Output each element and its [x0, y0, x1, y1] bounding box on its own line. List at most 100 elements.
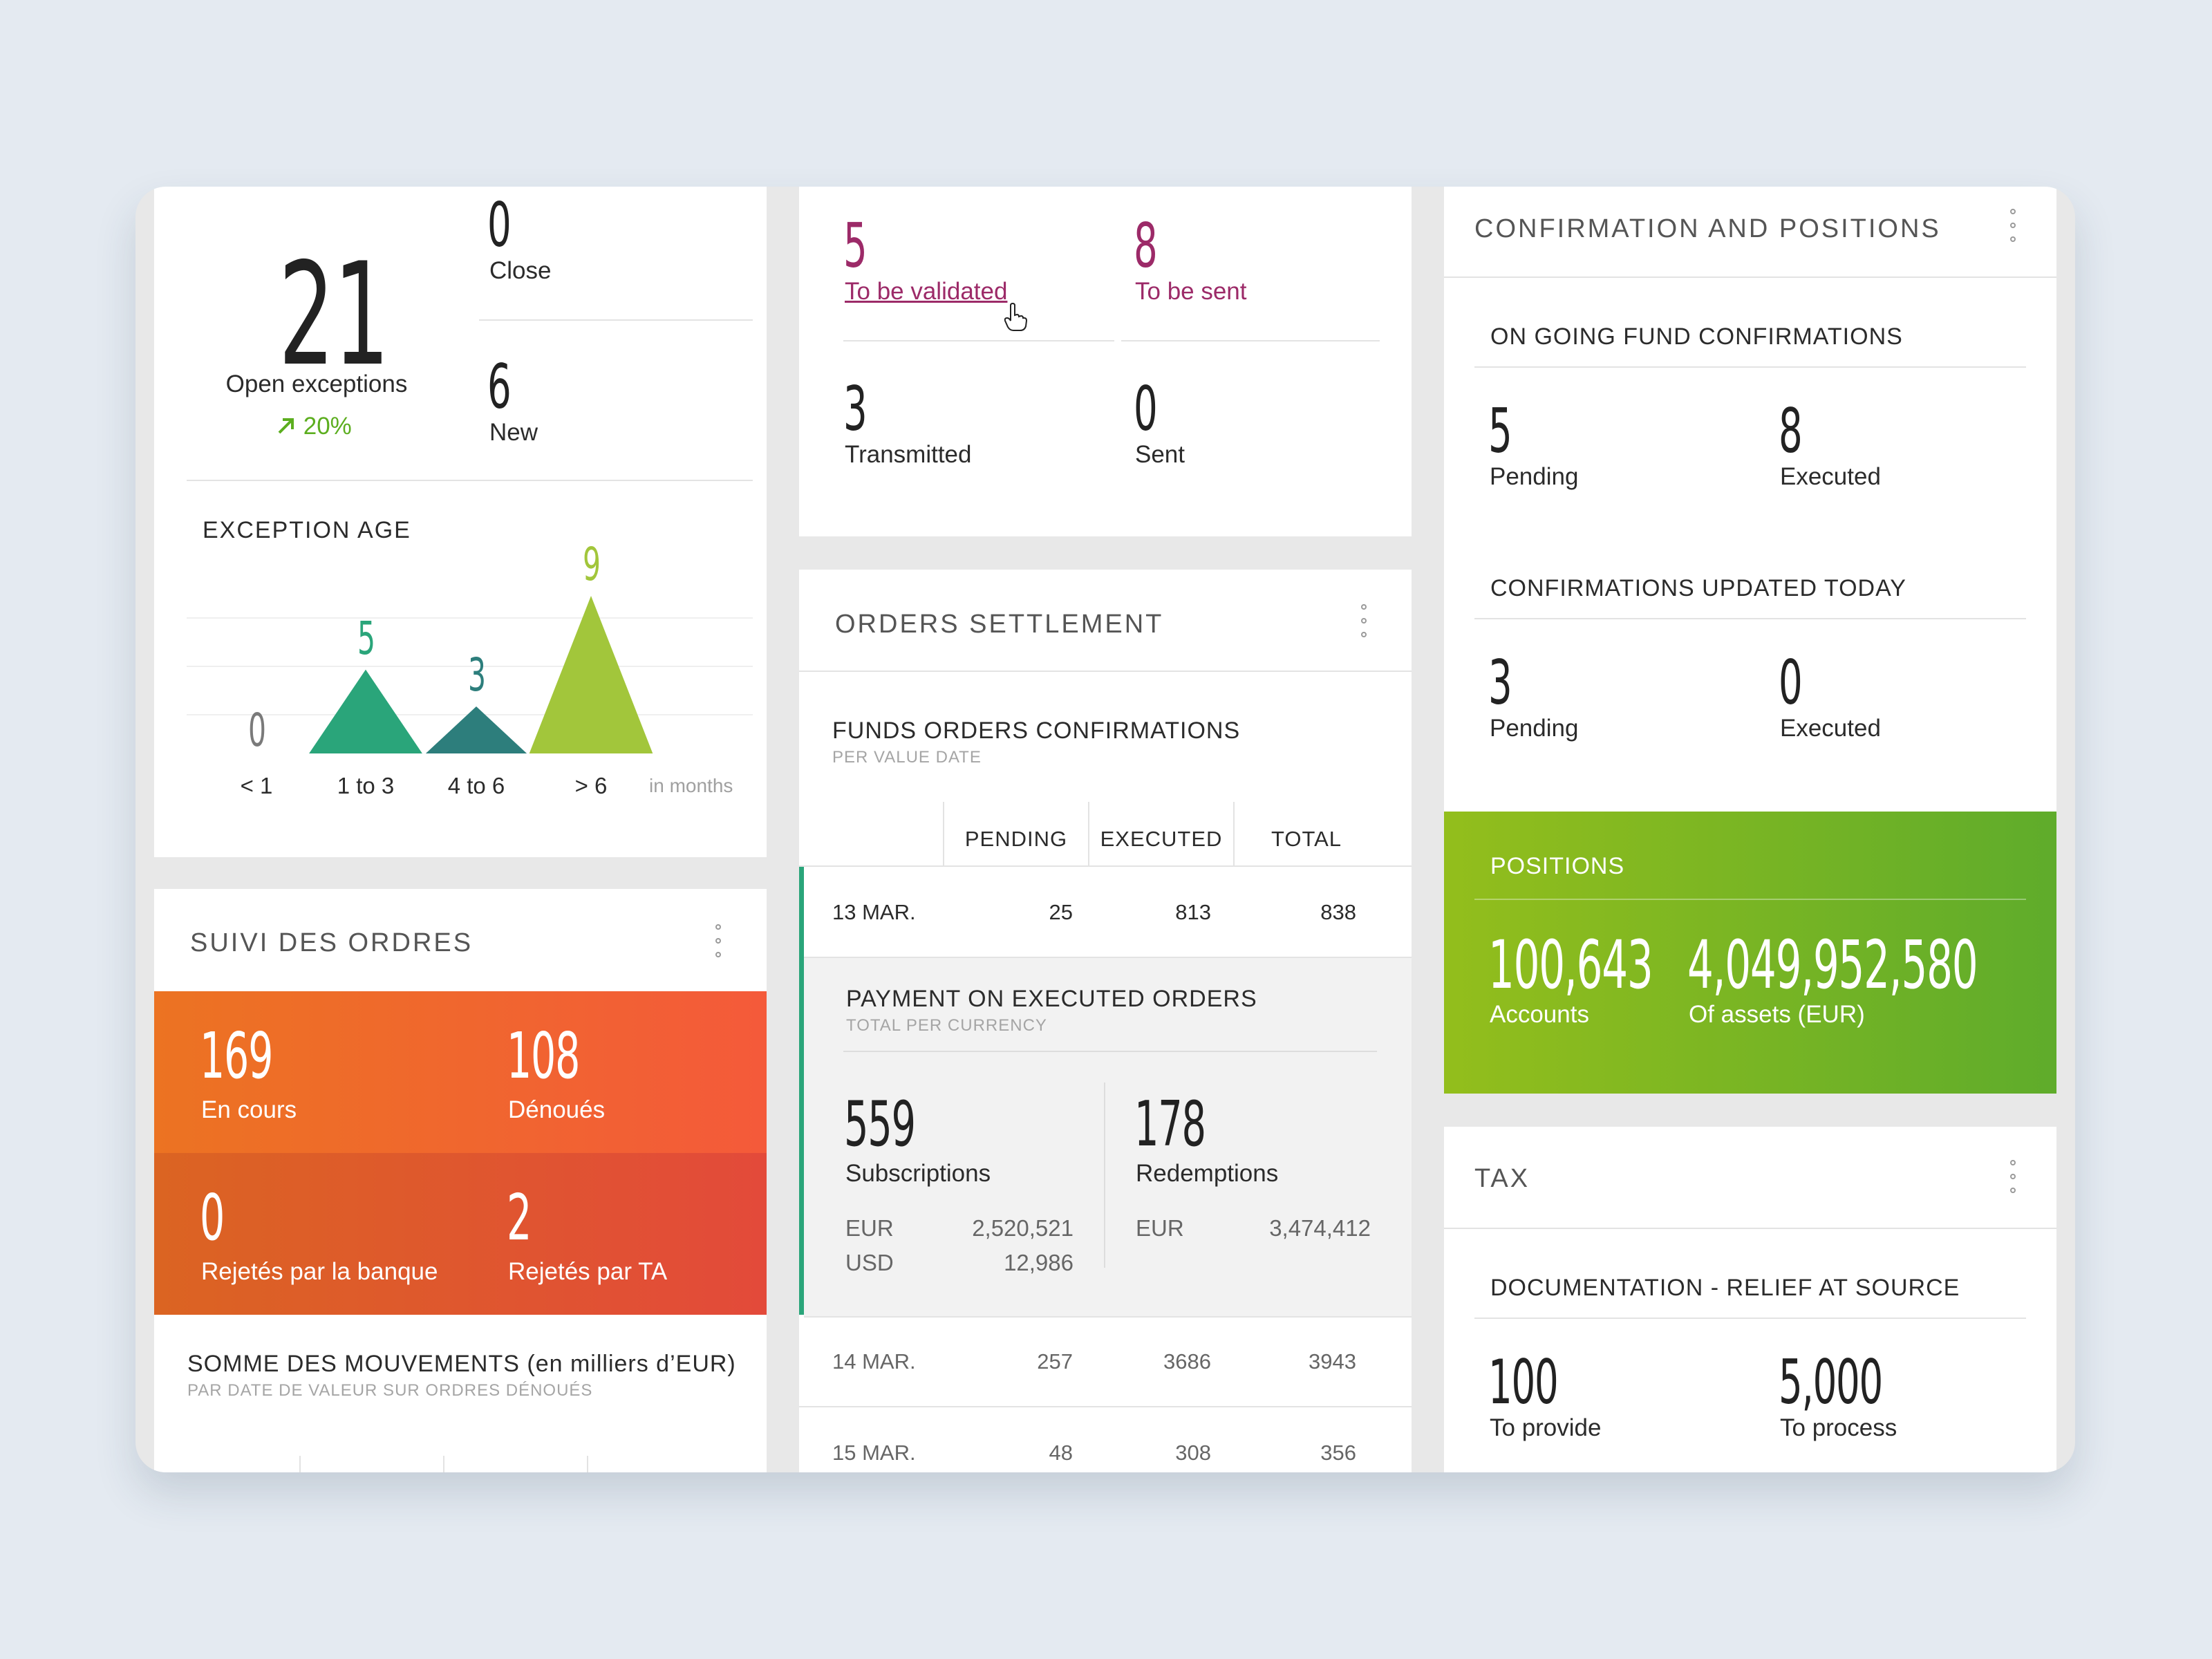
currency-amount: 3,474,412: [1269, 1215, 1371, 1241]
column-divider: [943, 802, 944, 865]
payment-details: PAYMENT ON EXECUTED ORDERS TOTAL PER CUR…: [804, 957, 1412, 1318]
currency-amount: 12,986: [1004, 1250, 1074, 1275]
to-be-sent-label: To be sent: [1135, 278, 1247, 305]
column-header-executed[interactable]: EXECUTED: [1100, 827, 1223, 851]
somme-subtitle: PAR DATE DE VALEUR SUR ORDRES DÉNOUÉS: [187, 1381, 593, 1400]
divider: [1474, 899, 2026, 900]
open-exceptions-label: Open exceptions: [225, 371, 408, 397]
updated-executed-count: 0: [1779, 647, 1803, 718]
row-executed: 308: [1175, 1441, 1211, 1465]
updated-today-title: CONFIRMATIONS UPDATED TODAY: [1490, 575, 1906, 601]
to-process-count: 5,000: [1779, 1347, 1883, 1418]
funds-orders-subtitle: PER VALUE DATE: [832, 748, 982, 767]
chart-category-label: 1 to 3: [337, 773, 395, 798]
assets-count: 4,049,952,580: [1687, 926, 1978, 1004]
to-be-sent-count: 8: [1134, 210, 1158, 281]
tax-panel: TAX DOCUMENTATION - RELIEF AT SOURCE 100…: [1444, 1127, 2056, 1472]
subscriptions-label: Subscriptions: [845, 1160, 991, 1187]
column-header-pending[interactable]: PENDING: [964, 827, 1068, 851]
more-options-icon[interactable]: [2008, 1160, 2018, 1196]
row-total: 356: [1320, 1441, 1356, 1465]
denoues-count: 108: [507, 1019, 580, 1093]
table-row[interactable]: 13 MAR. 25 813 838: [799, 867, 1412, 957]
en-cours-label: En cours: [201, 1096, 297, 1123]
panel-title: SUIVI DES ORDRES: [190, 928, 474, 957]
new-count: 6: [487, 351, 512, 422]
more-options-icon[interactable]: [1359, 604, 1369, 640]
row-pending: 257: [1037, 1349, 1073, 1374]
exception-age-chart: [187, 596, 753, 753]
divider: [843, 1051, 1377, 1052]
divider: [1474, 366, 2026, 368]
assets-label: Of assets (EUR): [1689, 1001, 1865, 1028]
rejetes-ta-count: 2: [507, 1181, 532, 1255]
payment-title: PAYMENT ON EXECUTED ORDERS: [846, 986, 1257, 1012]
to-provide-label: To provide: [1490, 1414, 1602, 1441]
funds-orders-title: FUNDS ORDERS CONFIRMATIONS: [832, 718, 1241, 744]
rejetes-banque-label: Rejetés par la banque: [201, 1258, 438, 1285]
orders-settlement-panel: ORDERS SETTLEMENT FUNDS ORDERS CONFIRMAT…: [799, 570, 1412, 1472]
chart-area-peak[interactable]: [303, 669, 428, 753]
updated-pending-count: 3: [1488, 647, 1512, 718]
denoues-label: Dénoués: [508, 1096, 606, 1123]
panel-title: TAX: [1474, 1164, 1530, 1193]
to-be-validated-link[interactable]: To be validated: [845, 278, 1008, 305]
exceptions-panel: 21 Open exceptions 20% 0 Close 6 New EXC…: [154, 187, 767, 857]
redemptions-count: 178: [1134, 1088, 1206, 1161]
en-cours-count: 169: [200, 1019, 273, 1093]
redemptions-label: Redemptions: [1136, 1160, 1279, 1187]
hand-cursor-icon: [1004, 303, 1027, 331]
somme-title: SOMME DES MOUVEMENTS (en milliers d’EUR): [187, 1351, 736, 1377]
trend-indicator: 20%: [276, 413, 352, 440]
currency-code: EUR: [1136, 1215, 1184, 1241]
divider: [1474, 1318, 2026, 1319]
column-header-total[interactable]: TOTAL: [1271, 827, 1342, 851]
panel-title: ORDERS SETTLEMENT: [835, 610, 1164, 639]
row-executed: 813: [1175, 900, 1211, 924]
row-executed: 3686: [1163, 1349, 1211, 1374]
header-divider: [799, 671, 1412, 672]
more-options-icon[interactable]: [2008, 209, 2018, 245]
open-exceptions-count: 21: [279, 233, 389, 397]
ongoing-pending-count: 5: [1488, 395, 1512, 467]
rejetes-banque-count: 0: [200, 1181, 225, 1255]
subscriptions-count: 559: [844, 1088, 916, 1161]
divider: [843, 340, 1114, 341]
documentation-title: DOCUMENTATION - RELIEF AT SOURCE: [1490, 1275, 1960, 1301]
to-process-label: To process: [1780, 1414, 1897, 1441]
updated-pending-label: Pending: [1490, 715, 1579, 742]
currency-code: USD: [845, 1250, 894, 1275]
row-pending: 25: [1049, 900, 1073, 924]
column-divider: [1104, 1082, 1105, 1268]
updated-executed-label: Executed: [1780, 715, 1881, 742]
column-divider: [587, 1456, 588, 1472]
chart-category-label: 4 to 6: [447, 773, 505, 798]
header-divider: [1444, 1228, 2056, 1229]
more-options-icon[interactable]: [713, 924, 723, 960]
chart-value-label: 5: [357, 611, 375, 665]
transmitted-count: 3: [843, 373, 868, 444]
divider: [187, 480, 753, 481]
ongoing-executed-label: Executed: [1780, 463, 1881, 490]
positions-block: POSITIONS 100,643 Accounts 4,049,952,580…: [1444, 812, 2056, 1094]
column-divider: [1088, 802, 1089, 865]
orders-status-block-bottom: [154, 1153, 767, 1315]
ongoing-confirmations-title: ON GOING FUND CONFIRMATIONS: [1490, 324, 1903, 350]
row-total: 3943: [1309, 1349, 1356, 1374]
chart-area-peak[interactable]: [417, 706, 536, 753]
table-row[interactable]: 15 MAR. 48 308 356: [799, 1407, 1412, 1472]
accounts-count: 100,643: [1488, 926, 1653, 1004]
row-date: 13 MAR.: [832, 900, 916, 924]
row-total: 838: [1320, 900, 1356, 924]
divider: [799, 865, 1412, 867]
table-row[interactable]: 14 MAR. 257 3686 3943: [799, 1316, 1412, 1406]
close-label: Close: [489, 257, 552, 284]
rejetes-ta-label: Rejetés par TA: [508, 1258, 668, 1285]
sent-count: 0: [1134, 373, 1158, 444]
validation-panel: 5 To be validated 8 To be sent 3 Transmi…: [799, 187, 1412, 536]
suivi-des-ordres-panel: SUIVI DES ORDRES 169 En cours 108 Dénoué…: [154, 889, 767, 1472]
chart-area-peak[interactable]: [526, 596, 656, 753]
divider: [799, 1406, 1412, 1407]
close-count: 0: [487, 189, 512, 261]
exception-age-title: EXCEPTION AGE: [203, 517, 411, 543]
